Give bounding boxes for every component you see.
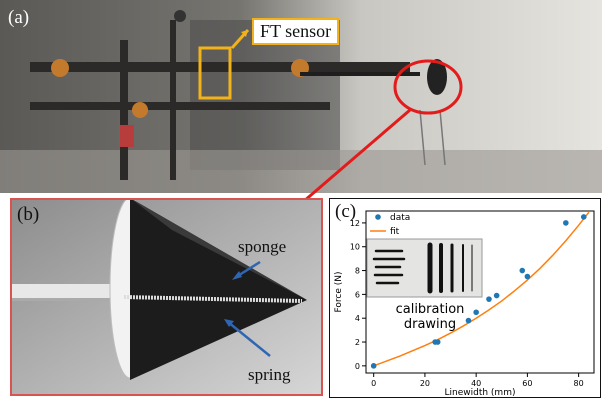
- fit-line: [373, 211, 590, 367]
- spring-label: spring: [248, 365, 291, 384]
- plot-frame: [365, 210, 595, 374]
- legend: data fit: [370, 213, 410, 237]
- calibration-chart: 0 20 40 60 80 0 2 4 6 8 10 12 Linewidth (mm) Force (N…: [334, 210, 595, 397]
- data-point: [563, 220, 569, 226]
- data-point: [524, 273, 531, 280]
- panel-a-label: (a): [8, 7, 30, 28]
- data-point: [519, 267, 526, 274]
- inset-caption-line1: calibration: [396, 302, 465, 317]
- legend-data-label: data: [390, 213, 410, 223]
- panel-c-label: (c): [335, 201, 357, 222]
- photo-panel-a: (a) FT sensor: [0, 0, 602, 193]
- y-tick-label: 8: [355, 267, 360, 276]
- x-tick-label: 80: [574, 379, 584, 388]
- ft-sensor-box: [198, 46, 232, 100]
- sponge-label: sponge: [238, 237, 287, 256]
- data-point: [486, 296, 492, 302]
- render-panel-b: (b) sponge spring: [10, 198, 323, 396]
- data-point: [580, 214, 587, 220]
- x-axis-label: Linewidth (mm): [445, 388, 516, 397]
- data-point: [434, 339, 441, 345]
- y-tick-label: 10: [350, 243, 360, 252]
- x-tick-label: 0: [371, 379, 376, 388]
- data-point: [493, 292, 500, 299]
- y-tick-label: 6: [355, 290, 360, 299]
- data-point: [473, 309, 479, 316]
- ft-sensor-callout: FT sensor: [252, 18, 340, 45]
- x-tick-label: 20: [420, 379, 430, 388]
- y-axis-label: Force (N): [334, 272, 344, 313]
- y-tick-label: 2: [355, 338, 360, 347]
- legend-fit-label: fit: [390, 227, 400, 237]
- legend-data-marker: [375, 214, 381, 220]
- data-point: [465, 317, 472, 324]
- x-tick-label: 60: [522, 379, 532, 388]
- end-effector-render: [12, 200, 321, 394]
- y-tick-label: 4: [355, 314, 360, 323]
- y-tick-label: 12: [350, 219, 360, 228]
- end-effector-highlight: [393, 59, 463, 115]
- data-point: [370, 363, 377, 369]
- chart-panel-c: 0 20 40 60 80 0 2 4 6 8 10 12 Linewidth (mm) Force (N…: [329, 198, 601, 398]
- y-tick-label: 0: [355, 362, 360, 371]
- inset-caption-line2: drawing: [404, 317, 456, 332]
- x-tick-label: 40: [471, 379, 481, 388]
- panel-b-label: (b): [17, 204, 40, 225]
